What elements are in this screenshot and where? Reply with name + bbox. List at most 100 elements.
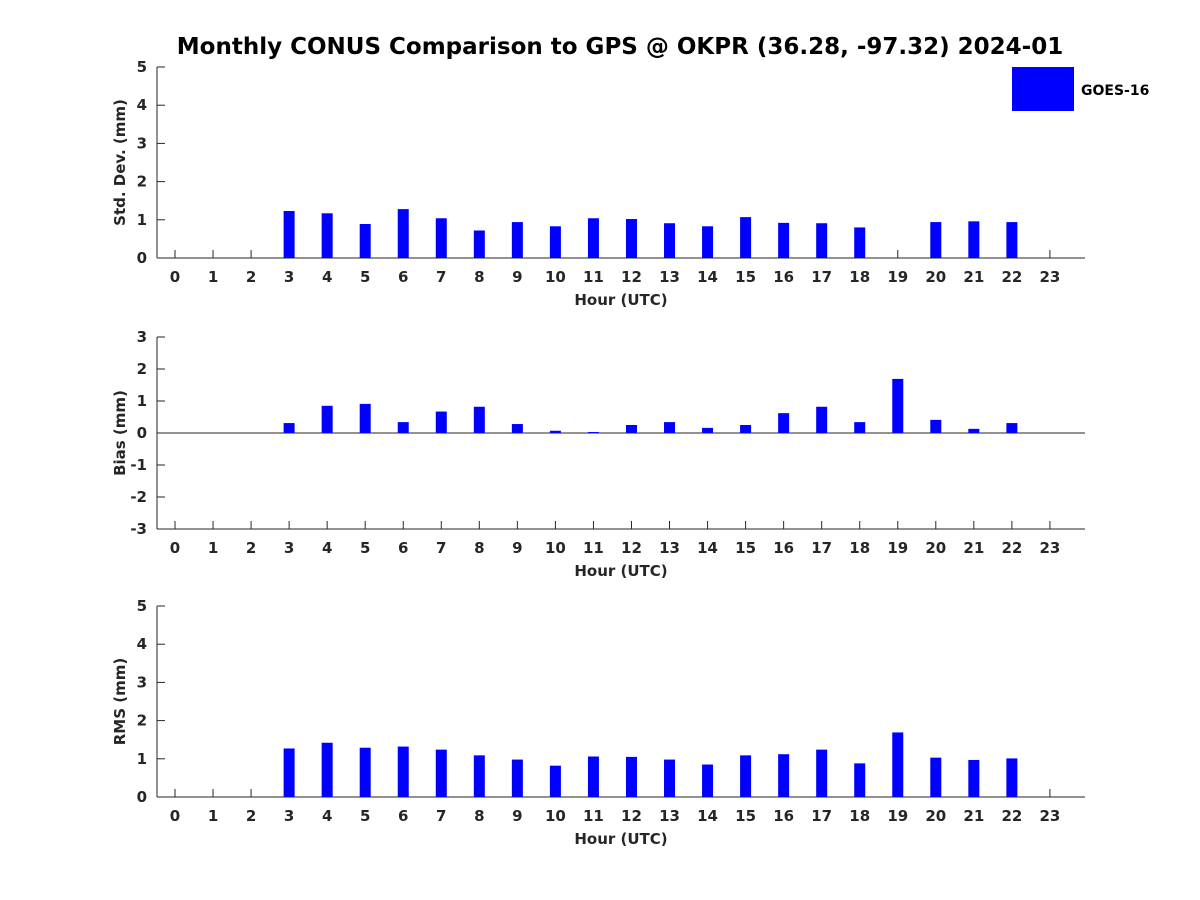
rms-bar-hour-17 [816, 749, 828, 797]
std-dev-bar-hour-8 [473, 230, 485, 258]
rms-x-tick-label: 18 [849, 807, 870, 825]
std-dev-bar-hour-9 [511, 222, 523, 258]
rms-bar-hour-19 [892, 732, 904, 797]
std-dev-x-tick-label: 20 [925, 268, 946, 286]
bias-x-tick-label: 10 [545, 539, 566, 557]
rms-bar-hour-9 [511, 759, 523, 797]
std-dev-bar-hour-3 [283, 211, 295, 258]
std-dev-x-tick-label: 1 [208, 268, 218, 286]
bias-x-tick-label: 20 [925, 539, 946, 557]
bias-x-tick-label: 19 [887, 539, 908, 557]
rms-bar-hour-4 [321, 742, 333, 797]
std-dev-bar-hour-13 [664, 223, 676, 258]
bias-x-tick-label: 7 [436, 539, 446, 557]
rms-x-tick-label: 4 [322, 807, 332, 825]
bias-y-tick-label: -2 [130, 488, 147, 506]
bias-x-tick-label: 9 [512, 539, 522, 557]
std-dev-bar-hour-17 [816, 223, 828, 258]
std-dev-bar-hour-7 [435, 218, 447, 258]
std-dev-x-tick-label: 2 [246, 268, 256, 286]
bias-x-tick-label: 5 [360, 539, 370, 557]
bias-x-tick-label: 17 [811, 539, 832, 557]
rms-bar-hour-12 [625, 756, 637, 797]
std-dev-bar-hour-21 [968, 221, 980, 258]
rms-bar-hour-16 [778, 754, 790, 797]
bias-bar-hour-4 [321, 405, 333, 433]
bias-y-tick-label: 3 [137, 328, 147, 346]
rms-x-tick-label: 3 [284, 807, 294, 825]
std-dev-x-tick-label: 10 [545, 268, 566, 286]
rms-x-tick-label: 1 [208, 807, 218, 825]
bias-bar-hour-18 [854, 422, 866, 433]
std-dev-y-axis-label: Std. Dev. (mm) [111, 99, 129, 226]
rms-y-tick-label: 2 [137, 712, 147, 730]
rms-y-tick-label: 0 [137, 788, 147, 806]
rms-x-tick-label: 19 [887, 807, 908, 825]
std-dev-y-tick-label: 4 [137, 96, 147, 114]
rms-x-tick-label: 21 [963, 807, 984, 825]
std-dev-x-tick-label: 9 [512, 268, 522, 286]
bias-bar-hour-11 [587, 432, 599, 433]
std-dev-bar-hour-5 [359, 224, 371, 258]
rms-x-tick-label: 8 [474, 807, 484, 825]
rms-x-tick-label: 22 [1001, 807, 1022, 825]
std-dev-x-tick-label: 13 [659, 268, 680, 286]
bias-x-tick-label: 0 [170, 539, 180, 557]
std-dev-y-tick-label: 3 [137, 134, 147, 152]
bias-x-tick-label: 11 [583, 539, 604, 557]
bias-bar-hour-7 [435, 411, 447, 433]
bias-bar-hour-10 [549, 430, 561, 433]
bias-x-axis-label: Hour (UTC) [574, 562, 667, 580]
rms-bar-hour-20 [930, 757, 942, 797]
bias-y-tick-label: 2 [137, 360, 147, 378]
std-dev-x-tick-label: 18 [849, 268, 870, 286]
rms-x-tick-label: 10 [545, 807, 566, 825]
bias-bar-hour-9 [511, 424, 523, 433]
rms-bar-hour-11 [587, 756, 599, 797]
rms-bar-hour-3 [283, 748, 295, 797]
rms-bar-hour-15 [740, 755, 752, 797]
std-dev-x-tick-label: 14 [697, 268, 718, 286]
std-dev-x-tick-label: 17 [811, 268, 832, 286]
bias-x-tick-label: 22 [1001, 539, 1022, 557]
std-dev-x-tick-label: 21 [963, 268, 984, 286]
std-dev-x-tick-label: 15 [735, 268, 756, 286]
std-dev-x-tick-label: 23 [1039, 268, 1060, 286]
bias-y-axis-label: Bias (mm) [111, 390, 129, 476]
rms-x-tick-label: 15 [735, 807, 756, 825]
rms-bar-hour-21 [968, 759, 980, 797]
rms-x-tick-label: 0 [170, 807, 180, 825]
bias-x-tick-label: 4 [322, 539, 332, 557]
bias-bar-hour-20 [930, 419, 942, 433]
rms-x-tick-label: 23 [1039, 807, 1060, 825]
std-dev-x-tick-label: 12 [621, 268, 642, 286]
std-dev-x-tick-label: 6 [398, 268, 408, 286]
bias-x-tick-label: 23 [1039, 539, 1060, 557]
std-dev-bar-hour-11 [587, 218, 599, 258]
bias-x-tick-label: 15 [735, 539, 756, 557]
std-dev-bar-hour-4 [321, 213, 333, 258]
rms-bar-hour-10 [549, 765, 561, 797]
rms-y-tick-label: 4 [137, 635, 147, 653]
bias-y-tick-label: 1 [137, 392, 147, 410]
bias-x-tick-label: 3 [284, 539, 294, 557]
rms-bar-hour-5 [359, 747, 371, 797]
std-dev-x-tick-label: 4 [322, 268, 332, 286]
bias-bar-hour-14 [702, 427, 714, 433]
std-dev-bar-hour-12 [625, 219, 637, 258]
bias-bar-hour-16 [778, 413, 790, 433]
rms-y-tick-label: 1 [137, 750, 147, 768]
rms-x-tick-label: 17 [811, 807, 832, 825]
rms-bar-hour-6 [397, 746, 409, 797]
bias-y-tick-label: -3 [130, 520, 147, 538]
std-dev-x-tick-label: 16 [773, 268, 794, 286]
rms-bar-hour-14 [702, 764, 714, 797]
bias-x-tick-label: 8 [474, 539, 484, 557]
bias-x-tick-label: 13 [659, 539, 680, 557]
bias-x-tick-label: 21 [963, 539, 984, 557]
std-dev-y-tick-label: 2 [137, 173, 147, 191]
std-dev-x-axis-label: Hour (UTC) [574, 291, 667, 309]
